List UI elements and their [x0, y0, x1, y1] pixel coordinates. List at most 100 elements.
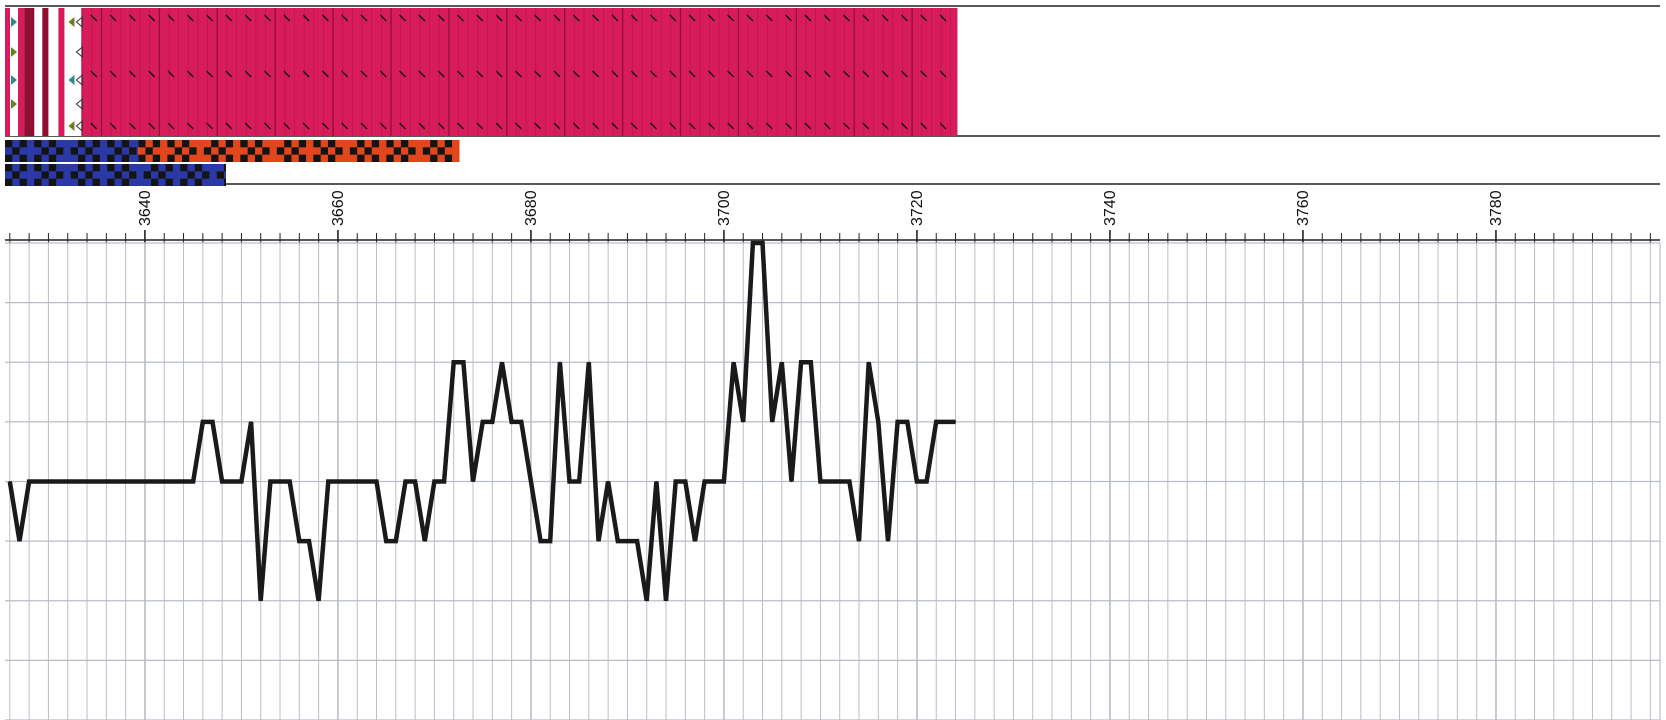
data-point	[462, 361, 464, 363]
feature-marker	[283, 70, 291, 78]
feature-marker	[765, 70, 773, 78]
data-point	[578, 480, 580, 483]
stripe-cell	[180, 178, 188, 186]
data-point	[646, 600, 648, 602]
stripe-cell	[152, 154, 161, 162]
data-point	[211, 421, 214, 423]
feature-marker	[842, 70, 850, 78]
glyph-column-stripe	[34, 8, 43, 136]
data-point	[829, 480, 831, 483]
glyph-triangle	[11, 99, 17, 109]
signal-line-layer	[7, 240, 957, 602]
feature-marker	[823, 70, 831, 78]
glyph-triangle	[68, 121, 75, 131]
stripe-cell	[386, 140, 394, 148]
stripe-cell	[158, 171, 166, 179]
data-point	[395, 540, 397, 542]
data-point	[704, 480, 706, 483]
stripe-cell	[224, 164, 226, 172]
feature-marker	[592, 70, 600, 78]
stripe-cell	[19, 178, 27, 186]
feature-marker	[302, 14, 310, 22]
feature-marker	[611, 122, 619, 130]
stripe-cell	[107, 178, 115, 186]
stripe-cell	[194, 178, 203, 186]
data-point	[588, 361, 590, 363]
data-point	[289, 480, 291, 483]
feature-marker	[688, 70, 696, 78]
stripe-cell	[19, 164, 27, 172]
glyph-triangle	[11, 75, 17, 85]
data-point	[404, 480, 407, 483]
feature-marker	[456, 14, 464, 22]
stripe-cell	[203, 147, 212, 155]
feature-marker	[456, 70, 464, 78]
data-point	[781, 361, 783, 363]
feature-marker	[476, 122, 484, 130]
stripe-cell	[386, 154, 394, 162]
stripe-cell	[291, 147, 299, 155]
feature-marker	[669, 70, 677, 78]
data-point	[559, 361, 561, 363]
feature-marker	[572, 70, 580, 78]
feature-marker	[939, 70, 947, 78]
stripe-cell	[313, 140, 321, 148]
stripe-cell	[12, 147, 20, 155]
feature-marker	[920, 70, 928, 78]
feature-marker	[379, 70, 387, 78]
data-point	[742, 421, 744, 423]
feature-marker	[804, 122, 812, 130]
feature-marker	[167, 70, 175, 78]
stripe-cell	[202, 171, 210, 179]
data-point	[819, 480, 822, 483]
glyph-triangle-outline	[75, 15, 83, 29]
feature-marker	[572, 14, 580, 22]
data-point	[482, 421, 484, 423]
data-point	[790, 480, 793, 483]
feature-marker	[592, 14, 600, 22]
stripe-cell	[19, 154, 27, 162]
data-point	[858, 540, 860, 542]
data-point	[38, 480, 40, 483]
feature-marker	[437, 122, 445, 130]
data-point	[935, 421, 937, 423]
feature-marker	[939, 14, 947, 22]
data-point	[366, 480, 368, 483]
feature-marker	[727, 122, 735, 130]
stripe-cell	[167, 140, 175, 148]
stripe-cell	[92, 178, 100, 186]
stripe-cell	[92, 154, 100, 162]
feature-marker	[688, 14, 696, 22]
data-point	[337, 480, 339, 483]
feature-marker	[341, 70, 349, 78]
feature-marker	[649, 14, 657, 22]
stripe-cell	[254, 154, 263, 162]
stripe-cell	[181, 154, 190, 162]
stripe-cell	[48, 164, 57, 172]
feature-marker	[785, 14, 793, 22]
stripe-cell	[298, 140, 307, 148]
glyph-triangle-outline	[75, 45, 83, 59]
feature-marker	[939, 122, 947, 130]
stripe-cell	[254, 140, 263, 148]
data-point	[617, 540, 619, 542]
data-point	[761, 242, 764, 244]
stripe-cell	[78, 178, 86, 186]
stripe-row	[138, 140, 460, 162]
feature-marker	[90, 122, 98, 130]
feature-marker	[186, 14, 194, 22]
stripe-cell	[284, 154, 292, 162]
stripe-cell	[5, 154, 13, 162]
stripe-cell	[357, 154, 365, 162]
x-tick-label: 3680	[523, 190, 540, 226]
stripe-cell	[194, 164, 203, 172]
data-point	[732, 361, 735, 363]
stripe-cell	[70, 147, 78, 155]
stripe-cell	[5, 140, 13, 148]
stripe-cell	[56, 171, 64, 179]
stripe-cell	[151, 178, 159, 186]
data-point	[607, 480, 609, 483]
feature-marker	[707, 14, 715, 22]
feature-marker	[727, 70, 735, 78]
